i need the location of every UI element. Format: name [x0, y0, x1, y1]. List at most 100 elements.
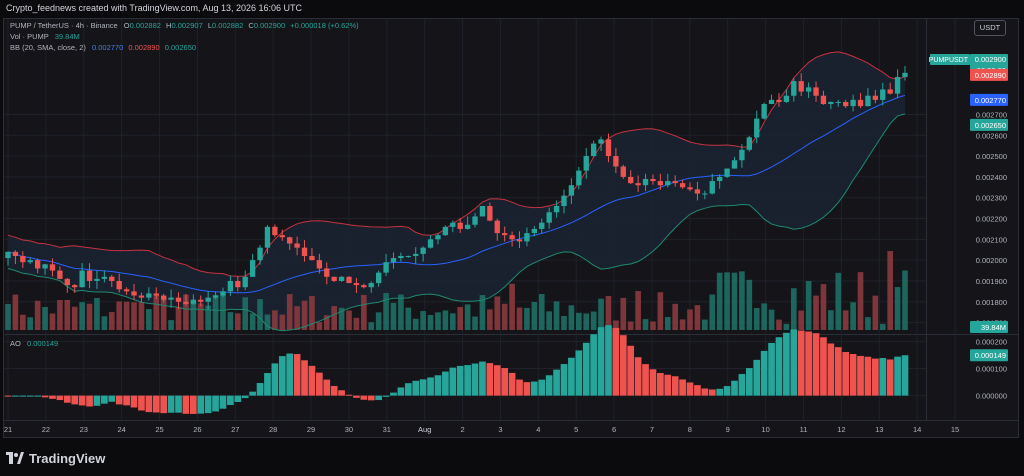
candle-body: [642, 178, 649, 186]
ao-bar: [234, 395, 242, 403]
ao-bar: [123, 395, 130, 406]
volume-bar: [598, 298, 604, 330]
candle-body: [205, 297, 211, 302]
ao-bar: [708, 389, 716, 396]
candle-body: [628, 176, 634, 184]
ao-bar: [582, 342, 590, 396]
volume-bar: [427, 314, 434, 330]
ao-bar: [167, 395, 175, 413]
ohlc-close-label: C: [248, 21, 254, 30]
currency-button[interactable]: USDT: [974, 20, 1006, 36]
candle-body: [502, 233, 508, 236]
candle-body: [64, 278, 70, 286]
volume-bar: [546, 311, 552, 330]
volume-bar: [86, 303, 93, 330]
ao-bar: [516, 379, 523, 396]
volume-bar: [346, 310, 352, 330]
volume-bar: [175, 307, 182, 330]
ao-bar: [26, 395, 34, 397]
tradingview-brand[interactable]: TradingView: [6, 450, 105, 466]
ohlc-low-label: L: [207, 21, 213, 30]
candle-body: [138, 295, 145, 298]
candle-body: [687, 187, 693, 190]
candle-body: [576, 170, 582, 186]
ao-bar: [160, 395, 168, 414]
ao-bar: [605, 325, 612, 396]
ao-bar: [701, 388, 709, 396]
chart-svg[interactable]: 0.0017000.0018000.0019000.0020000.002100…: [0, 0, 1024, 440]
candle-body: [413, 253, 419, 256]
volume-bar: [34, 300, 41, 330]
ao-bar: [738, 374, 746, 396]
ao-bar: [382, 395, 390, 397]
candle-body: [220, 291, 226, 296]
bb-lower-tag-text: 0.002650: [975, 121, 1006, 130]
ao-bar: [101, 395, 108, 404]
ao-bar: [560, 364, 568, 396]
ao-tag-text: 0.000149: [975, 351, 1006, 360]
candle-body: [702, 193, 708, 195]
bb-legend-label: BB (20, SMA, close, 2): [10, 43, 86, 52]
candle-body: [294, 243, 300, 248]
volume-bar: [57, 300, 63, 330]
volume-bar: [501, 303, 508, 330]
volume-bar: [94, 297, 100, 330]
ao-tick-label: 0.000100: [976, 365, 1007, 374]
volume-bar: [613, 320, 619, 330]
candle-body: [754, 118, 760, 138]
ao-bar: [886, 359, 894, 396]
ao-bar: [597, 327, 605, 396]
volume-bar: [553, 301, 560, 330]
volume-bar: [494, 296, 501, 330]
ao-bar: [138, 395, 145, 411]
ao-bar: [434, 375, 442, 396]
time-tick-label: 12: [837, 425, 845, 434]
candle-body: [272, 226, 278, 236]
time-tick-label: 8: [688, 425, 692, 434]
volume-bar: [835, 272, 842, 330]
ohlc-high-label: H: [166, 21, 172, 30]
time-tick-label: 7: [650, 425, 654, 434]
ao-bar: [360, 395, 368, 400]
ao-bar: [590, 334, 597, 396]
volume-bar: [538, 294, 545, 330]
volume-bar: [286, 294, 293, 330]
volume-bar: [338, 307, 345, 330]
volume-bar: [138, 302, 145, 330]
candle-body: [442, 226, 449, 236]
volume-bar: [687, 309, 693, 330]
volume-bar: [879, 323, 886, 330]
candle-body: [472, 216, 478, 225]
volume-bar: [813, 295, 819, 330]
candle-body: [346, 276, 352, 284]
time-tick-label: 13: [875, 425, 883, 434]
volume-bar: [227, 312, 234, 330]
candle-body: [257, 247, 263, 261]
candle-body: [805, 87, 812, 92]
ao-bar: [642, 364, 649, 396]
candle-body: [746, 137, 752, 150]
volume-bar: [220, 295, 226, 330]
volume-bar: [650, 321, 656, 330]
ao-bar: [353, 395, 360, 398]
volume-bar: [27, 317, 34, 330]
candle-body: [183, 301, 189, 304]
candle-body: [487, 206, 493, 221]
bb-legend: BB (20, SMA, close, 2) 0.002770 0.002890…: [10, 43, 196, 52]
time-tick-label: 25: [155, 425, 163, 434]
bb-basis-line: [7, 94, 906, 294]
volume-bar: [716, 272, 723, 330]
ao-bar: [442, 371, 449, 396]
volume-bar: [702, 319, 708, 330]
volume-bar: [820, 284, 827, 330]
ao-bar: [471, 363, 479, 396]
bb-band-fill: [8, 51, 905, 331]
candle-body: [368, 283, 374, 288]
ao-bar: [301, 360, 308, 396]
bb-basis-value: 0.002770: [91, 43, 124, 52]
ao-bar: [723, 386, 731, 396]
candle-body: [590, 143, 597, 157]
volume-bar: [679, 319, 686, 330]
volume-bar: [20, 314, 26, 330]
